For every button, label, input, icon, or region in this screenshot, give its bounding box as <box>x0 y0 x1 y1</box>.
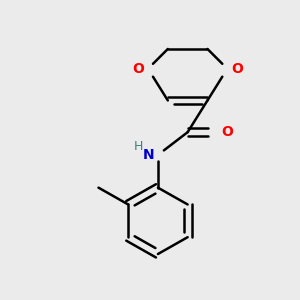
Text: O: O <box>221 125 233 139</box>
Text: H: H <box>134 140 143 152</box>
Text: O: O <box>132 62 144 76</box>
Text: N: N <box>143 148 155 162</box>
Text: O: O <box>231 62 243 76</box>
